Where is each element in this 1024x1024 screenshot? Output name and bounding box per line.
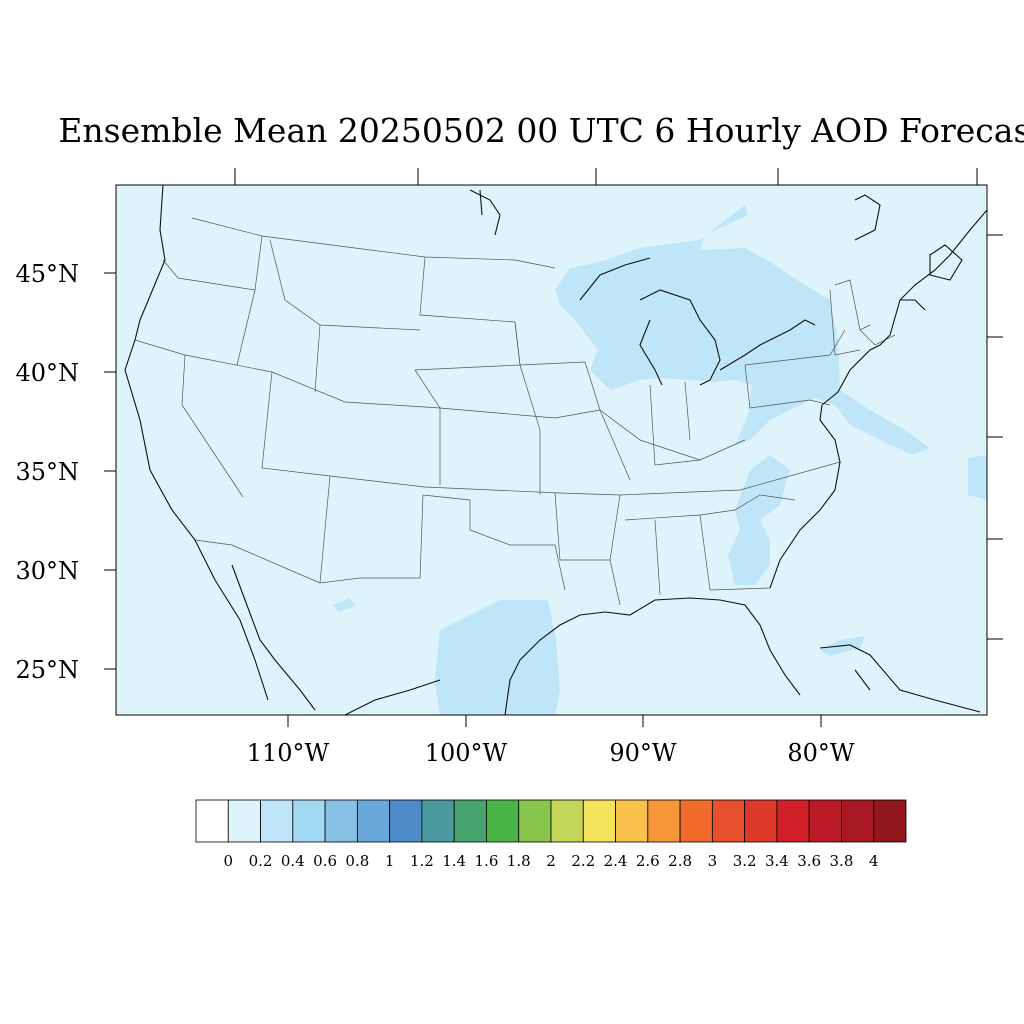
colorbar-labels: 0 0.2 0.4 0.6 0.8 1 1.2 1.4 1.6 1.8 2 2.2 2.4 2.6 2.8 3… <box>223 852 878 870</box>
colorbar-boxes <box>195 799 907 843</box>
colorbar-label: 1.6 <box>475 852 499 870</box>
map-panel: 45°N 40°N 35°N 30°N 25°N 110°W 100°W 90°… <box>15 168 1003 767</box>
colorbar-label: 3.8 <box>830 852 854 870</box>
lon-label: 80°W <box>787 739 855 767</box>
lat-label: 45°N <box>15 260 79 288</box>
aod-shading <box>333 205 987 715</box>
lon-label: 100°W <box>425 739 508 767</box>
colorbar-box <box>227 799 261 843</box>
colorbar-label: 4 <box>869 852 879 870</box>
lon-label: 110°W <box>247 739 330 767</box>
state-boundaries <box>134 217 896 606</box>
colorbar-box <box>679 799 713 843</box>
colorbar-box <box>744 799 778 843</box>
colorbar-box <box>195 799 229 843</box>
colorbar-box <box>389 799 423 843</box>
colorbar-label: 1.2 <box>410 852 434 870</box>
colorbar-label: 3 <box>708 852 718 870</box>
colorbar-box <box>647 799 681 843</box>
lat-label: 35°N <box>15 458 79 486</box>
colorbar-label: 1.8 <box>507 852 531 870</box>
colorbar-label: 0.4 <box>281 852 305 870</box>
latitude-labels: 45°N 40°N 35°N 30°N 25°N <box>15 260 79 684</box>
colorbar-box <box>711 799 746 843</box>
colorbar-label: 2.2 <box>571 852 595 870</box>
lat-label: 25°N <box>15 656 79 684</box>
map-ticks <box>104 168 1003 727</box>
figure-title: Ensemble Mean 20250502 00 UTC 6 Hourly A… <box>58 111 1024 150</box>
colorbar-label: 2.8 <box>668 852 692 870</box>
colorbar-box <box>582 799 616 843</box>
colorbar-label: 3.2 <box>733 852 757 870</box>
colorbar-box <box>356 799 391 843</box>
colorbar-label: 3.4 <box>765 852 789 870</box>
colorbar-label: 2.6 <box>636 852 660 870</box>
aod-region-gulf-patch <box>333 598 355 612</box>
colorbar-label: 0.8 <box>345 852 369 870</box>
colorbar-box <box>873 799 907 843</box>
colorbar-label: 0 <box>223 852 233 870</box>
colorbar-box <box>292 799 326 843</box>
colorbar-box <box>808 799 842 843</box>
lon-label: 90°W <box>609 739 677 767</box>
aod-region-texas <box>435 600 560 715</box>
colorbar-box <box>615 799 649 843</box>
lat-label: 40°N <box>15 359 79 387</box>
colorbar-label: 0.6 <box>313 852 337 870</box>
aod-region-great-lakes-northeast <box>555 205 930 455</box>
colorbar-box <box>453 799 487 843</box>
coastlines <box>124 185 987 715</box>
colorbar-label: 2 <box>546 852 556 870</box>
colorbar-box <box>421 799 455 843</box>
colorbar-label: 2.4 <box>604 852 628 870</box>
colorbar-box <box>776 799 810 843</box>
colorbar-label: 1 <box>385 852 395 870</box>
aod-region-atlantic <box>968 455 987 500</box>
map-frame <box>115 184 988 716</box>
colorbar-label: 3.6 <box>797 852 821 870</box>
colorbar-box <box>260 799 294 843</box>
colorbar-label: 1.4 <box>442 852 466 870</box>
colorbar-box <box>324 799 358 843</box>
colorbar: 0 0.2 0.4 0.6 0.8 1 1.2 1.4 1.6 1.8 2 2.2 2.4 2.6 2.8 3… <box>195 799 907 870</box>
longitude-labels: 110°W 100°W 90°W 80°W <box>247 739 855 767</box>
aod-region-southeast <box>728 455 790 585</box>
colorbar-box <box>518 799 552 843</box>
colorbar-box <box>550 799 584 843</box>
colorbar-box <box>486 799 520 843</box>
lat-label: 30°N <box>15 557 79 585</box>
colorbar-box <box>841 799 875 843</box>
colorbar-label: 0.2 <box>249 852 273 870</box>
